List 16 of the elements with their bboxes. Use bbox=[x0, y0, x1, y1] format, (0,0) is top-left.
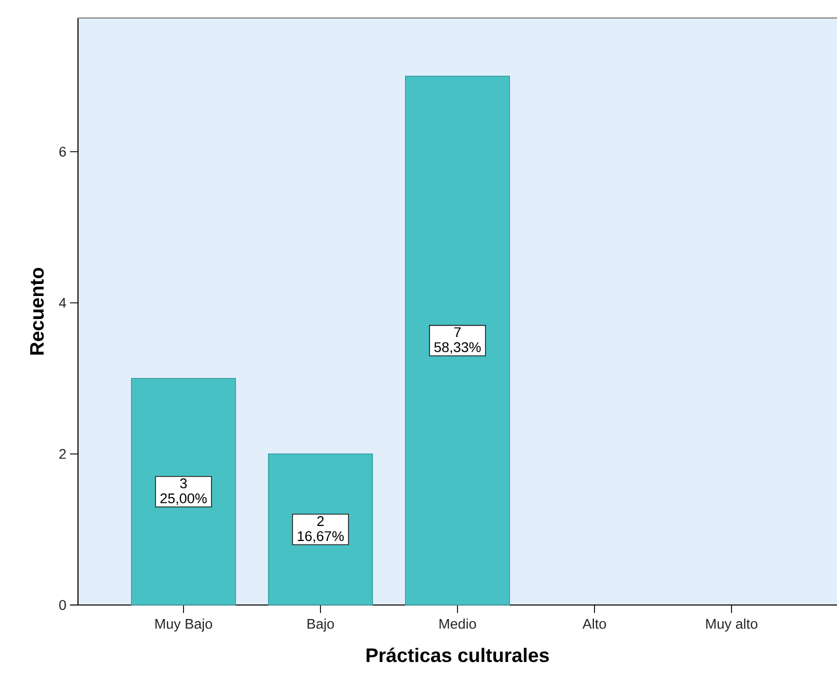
x-tick-label: Muy Bajo bbox=[155, 618, 212, 632]
x-tick-label: Medio bbox=[440, 618, 476, 629]
y-tick-label: 0 bbox=[59, 600, 66, 610]
x-tick-label: Bajo bbox=[308, 618, 334, 632]
y-axis-title: Recuento bbox=[30, 268, 44, 355]
data-label: 3 25,00% bbox=[160, 478, 207, 505]
data-label: 7 58,33% bbox=[434, 327, 481, 354]
x-tick-label: Muy alto bbox=[706, 618, 758, 632]
data-label: 2 16,67% bbox=[298, 516, 344, 543]
bar bbox=[131, 378, 236, 606]
y-tick-label: 2 bbox=[59, 449, 66, 459]
bar bbox=[405, 76, 510, 606]
y-tick-label: 4 bbox=[59, 298, 66, 308]
x-tick-label: Alto bbox=[582, 618, 606, 629]
x-axis-title: Prácticas culturales bbox=[366, 648, 549, 662]
y-tick-label: 6 bbox=[59, 146, 66, 157]
